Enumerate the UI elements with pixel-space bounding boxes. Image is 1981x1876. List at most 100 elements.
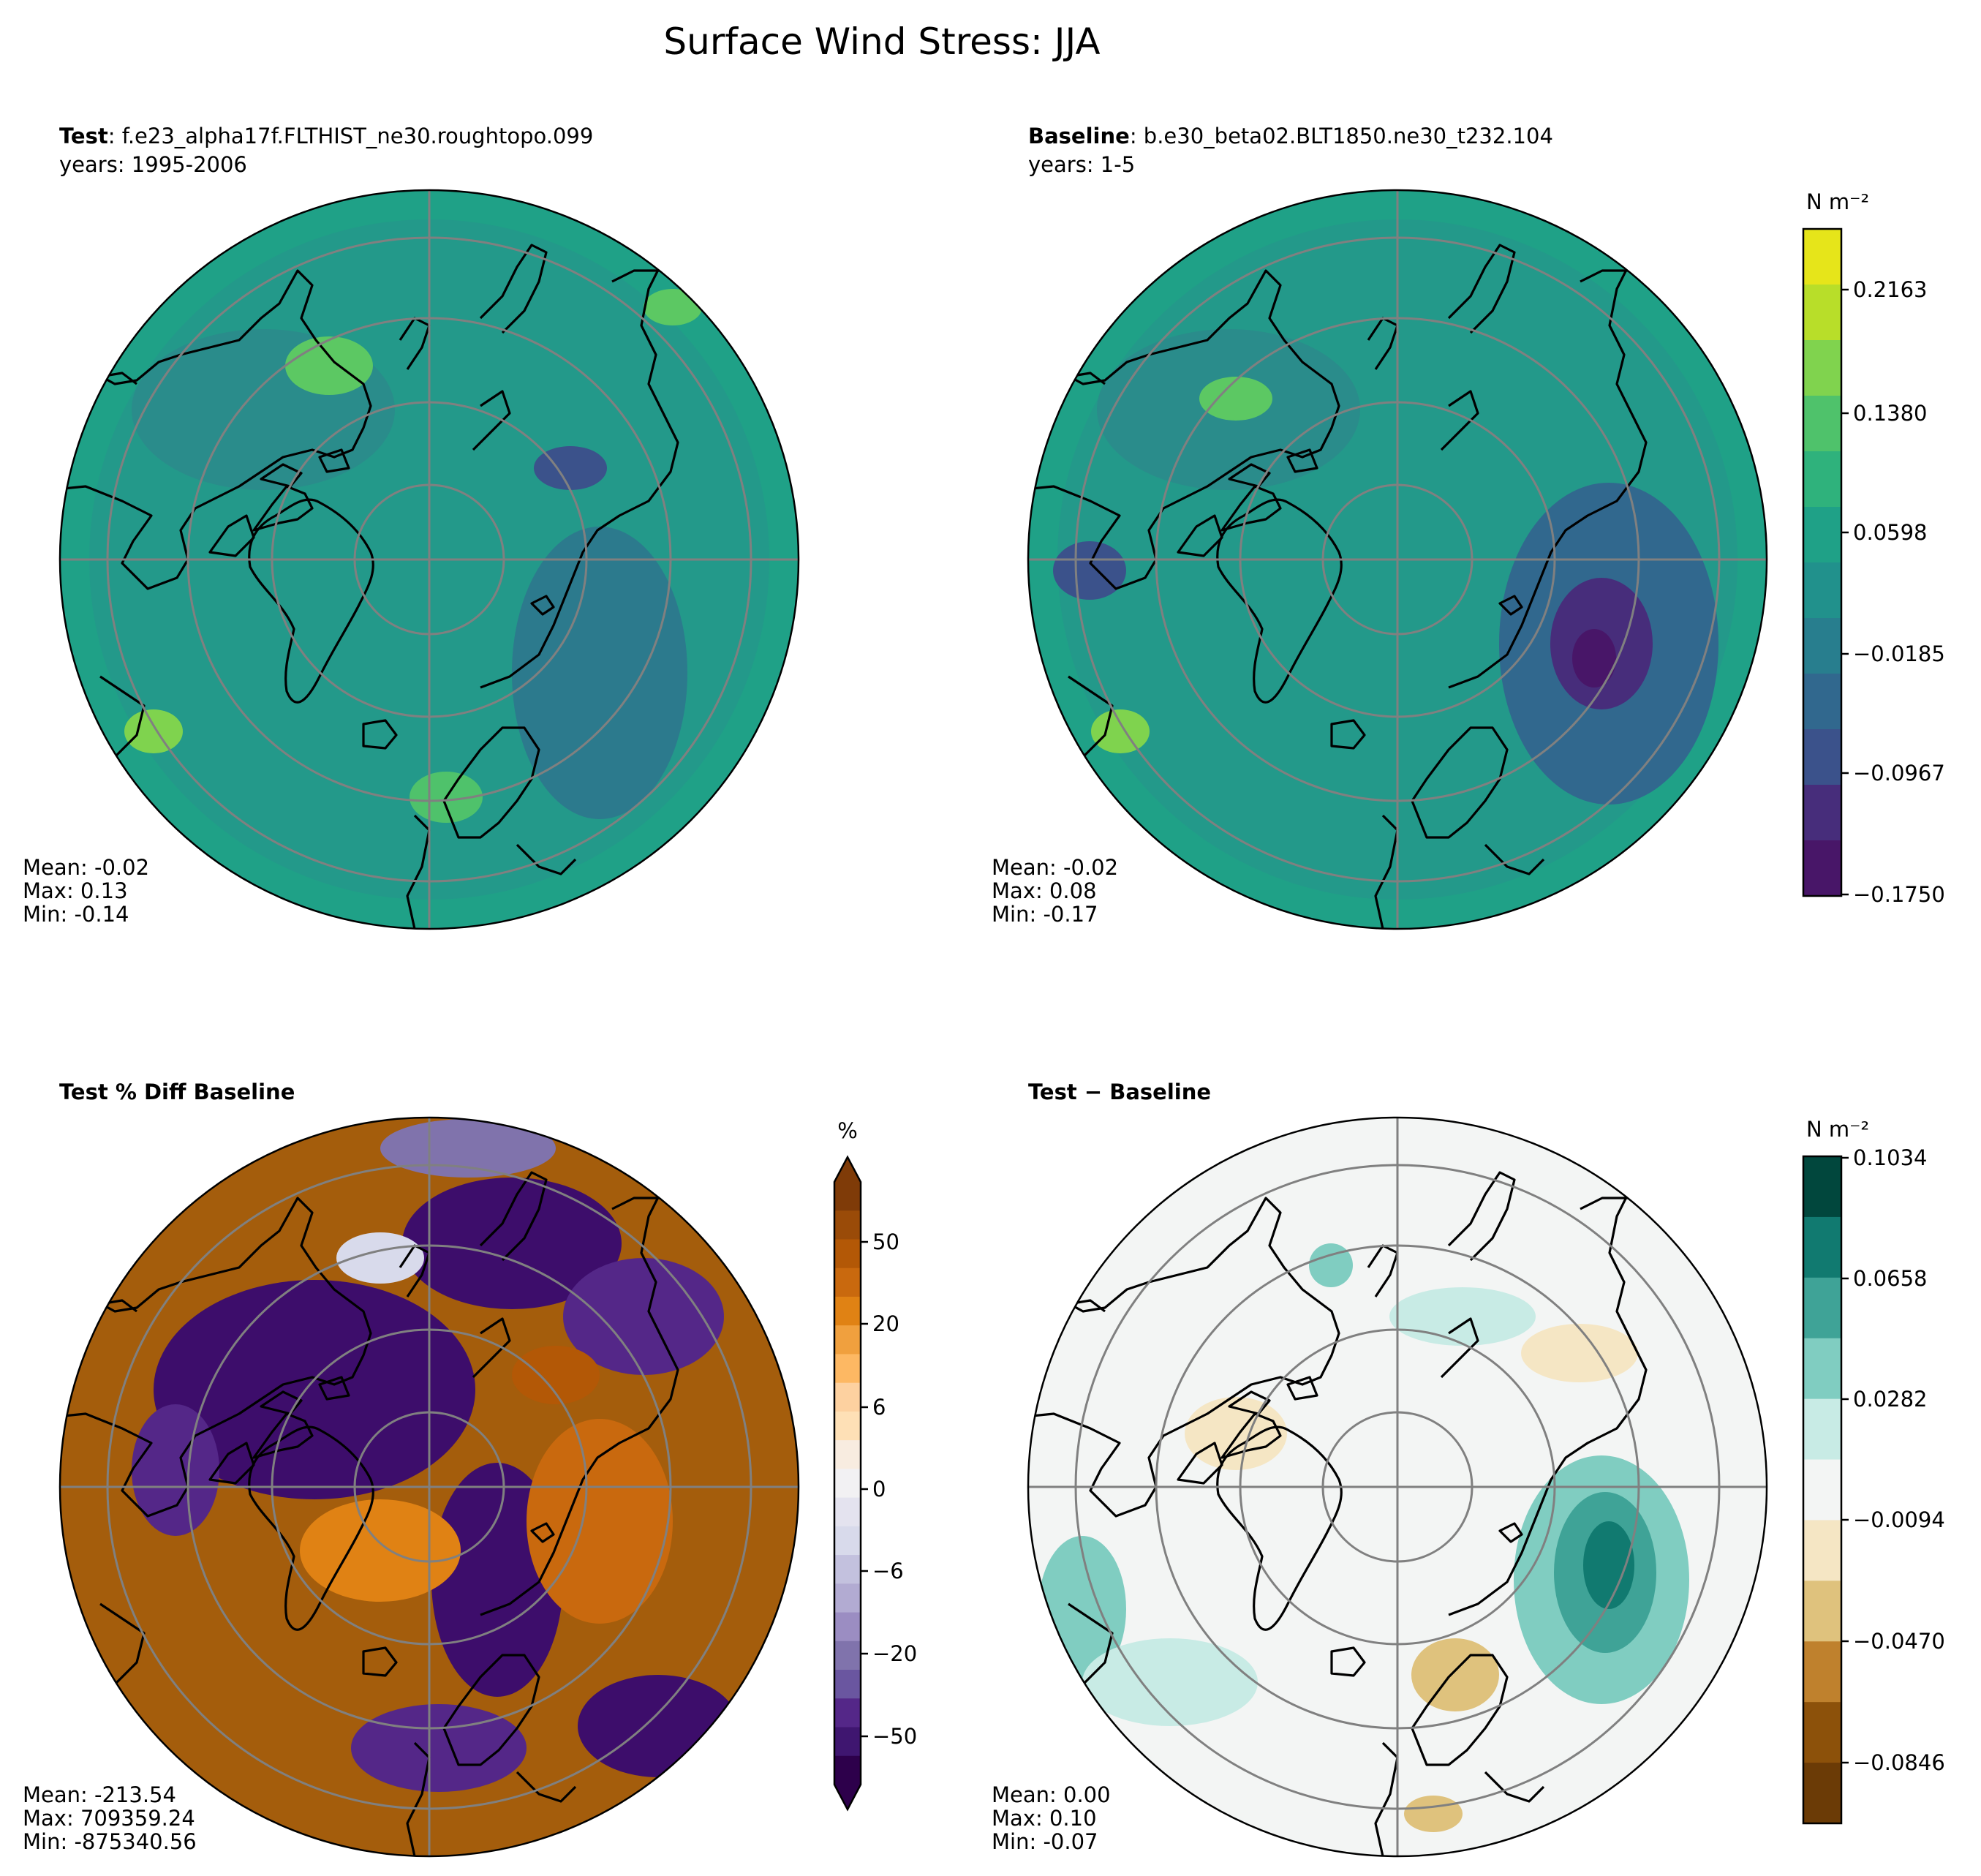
colorbar-block — [834, 1382, 861, 1412]
colorbar-frame — [1802, 1155, 1843, 1825]
colorbar-block — [834, 1411, 861, 1441]
panel-title-rest: − Baseline — [1077, 1080, 1211, 1104]
colorbar-block — [1803, 229, 1841, 285]
colorbar-block — [834, 1296, 861, 1326]
colorbar-block — [834, 1698, 861, 1728]
colorbar-blocks — [1803, 229, 1841, 897]
colorbar-block — [834, 1182, 861, 1211]
panel-title-bold: Baseline — [1028, 124, 1130, 148]
colorbar-ticks: 50 20 6 0 −6 −20 −50 — [861, 1229, 917, 1749]
colorbar-block — [1803, 729, 1841, 786]
panel-title-rest: : b.e30_beta02.BLT1850.ne30_t232.104 — [1130, 124, 1553, 148]
colorbar-diff: N m⁻² 0.1034 0.0658 0.0282 −0.0094 −0.0470 −0… — [1802, 1117, 1945, 1825]
colorbar-tick-label: −20 — [872, 1641, 917, 1666]
stat-min: Min: -0.14 — [23, 902, 129, 927]
map-boundary — [1027, 1116, 1768, 1858]
colorbar-block — [1803, 1156, 1841, 1218]
map-boundary — [59, 1116, 800, 1858]
colorbar-tick-label: 50 — [872, 1229, 899, 1254]
panel-title: Baseline: b.e30_beta02.BLT1850.ne30_t232… — [1028, 124, 1553, 148]
colorbar-blocks — [1803, 1156, 1841, 1824]
colorbar-unit: N m⁻² — [1806, 189, 1869, 214]
colorbar-block — [1803, 451, 1841, 508]
colorbar-block — [1803, 785, 1841, 841]
colorbar-block — [834, 1239, 861, 1269]
stat-mean: Mean: -0.02 — [23, 855, 149, 880]
colorbar-block — [1803, 674, 1841, 730]
colorbar-block — [1803, 396, 1841, 452]
colorbar-tick-label: 0.1380 — [1853, 401, 1927, 426]
colorbar-block — [834, 1670, 861, 1699]
colorbar-frame — [1802, 227, 1843, 897]
graticule — [60, 1118, 799, 1856]
map-field — [1028, 1118, 1767, 1856]
colorbar-block — [834, 1555, 861, 1584]
colorbar-block — [1803, 1763, 1841, 1824]
colorbar-block — [1803, 340, 1841, 396]
colorbar-ticks: 0.2163 0.1380 0.0598 −0.0185 −0.0967 −0.1750 — [1841, 277, 1945, 907]
stat-mean: Mean: -0.02 — [992, 855, 1118, 880]
map-field — [1028, 190, 1767, 929]
panel-diff: Test − Baseline Mean: 0.00 Max: 0.10 — [992, 1080, 1768, 1858]
stat-max: Max: 709359.24 — [23, 1806, 195, 1831]
colorbar-tick-label: −0.0967 — [1853, 761, 1945, 786]
colorbar-tick-label: −6 — [872, 1559, 904, 1583]
graticule — [60, 190, 799, 929]
panel-title-bold: Test — [59, 124, 108, 148]
colorbar-tick-label: 20 — [872, 1311, 899, 1336]
colorbar-blocks — [834, 1157, 861, 1809]
colorbar-block — [1803, 1581, 1841, 1642]
colorbar-tick-label: 0 — [872, 1477, 886, 1502]
panel-subtitle: years: 1-5 — [1028, 152, 1135, 177]
colorbar-block — [834, 1469, 861, 1499]
colorbar-unit: N m⁻² — [1806, 1117, 1869, 1142]
map-boundary — [1027, 189, 1768, 930]
stat-max: Max: 0.10 — [992, 1806, 1097, 1831]
panel-title: Test % Diff Baseline — [59, 1080, 295, 1104]
colorbar-block — [1803, 1398, 1841, 1461]
stat-min: Min: -875340.56 — [23, 1829, 197, 1854]
colorbar-block — [1803, 618, 1841, 674]
colorbar-tick-label: −50 — [872, 1724, 917, 1749]
colorbar-block — [834, 1583, 861, 1613]
colorbar-tick-label: 0.0598 — [1853, 520, 1927, 545]
colorbar-block — [834, 1612, 861, 1642]
colorbar-block — [1803, 840, 1841, 897]
colorbar-block — [834, 1755, 861, 1785]
colorbar-block — [834, 1325, 861, 1355]
colorbar-top: N m⁻² 0.2163 0.1380 0.0598 −0.0185 −0.0967 −0… — [1802, 189, 1945, 907]
graticule — [1028, 1118, 1767, 1856]
colorbar-extend-top — [834, 1157, 861, 1182]
colorbar-tick-label: 0.0658 — [1853, 1266, 1927, 1291]
colorbar-block — [834, 1640, 861, 1670]
colorbar-block — [1803, 1459, 1841, 1521]
colorbar-tick-label: −0.0470 — [1853, 1629, 1945, 1654]
colorbar-block — [1803, 1277, 1841, 1339]
colorbar-block — [834, 1267, 861, 1297]
colorbar-tick-label: −0.1750 — [1853, 882, 1945, 907]
panel-title: Test − Baseline — [1028, 1080, 1211, 1104]
panel-title: Test: f.e23_alpha17f.FLTHIST_ne30.rought… — [59, 124, 593, 148]
colorbar-block — [1803, 507, 1841, 563]
stat-max: Max: 0.13 — [23, 878, 128, 903]
figure-title: Surface Wind Stress: JJA — [663, 20, 1100, 63]
colorbar-block — [834, 1727, 861, 1757]
colorbar-tick-label: 6 — [872, 1395, 886, 1420]
colorbar-block — [1803, 1641, 1841, 1703]
colorbar-block — [1803, 562, 1841, 619]
map-boundary — [59, 189, 800, 930]
colorbar-block — [834, 1210, 861, 1240]
panel-subtitle: years: 1995-2006 — [59, 152, 247, 177]
colorbar-extend-bottom — [834, 1785, 861, 1809]
map-field — [60, 190, 799, 929]
colorbar-block — [834, 1354, 861, 1384]
colorbar-block — [834, 1497, 861, 1527]
colorbar-block — [834, 1440, 861, 1469]
colorbar-tick-label: 0.0282 — [1853, 1387, 1927, 1412]
colorbar-frame — [833, 1155, 862, 1812]
graticule — [1028, 190, 1767, 929]
colorbar-block — [1803, 1520, 1841, 1581]
colorbar-block — [1803, 1216, 1841, 1278]
stat-mean: Mean: 0.00 — [992, 1782, 1111, 1807]
map-field — [60, 1118, 799, 1856]
